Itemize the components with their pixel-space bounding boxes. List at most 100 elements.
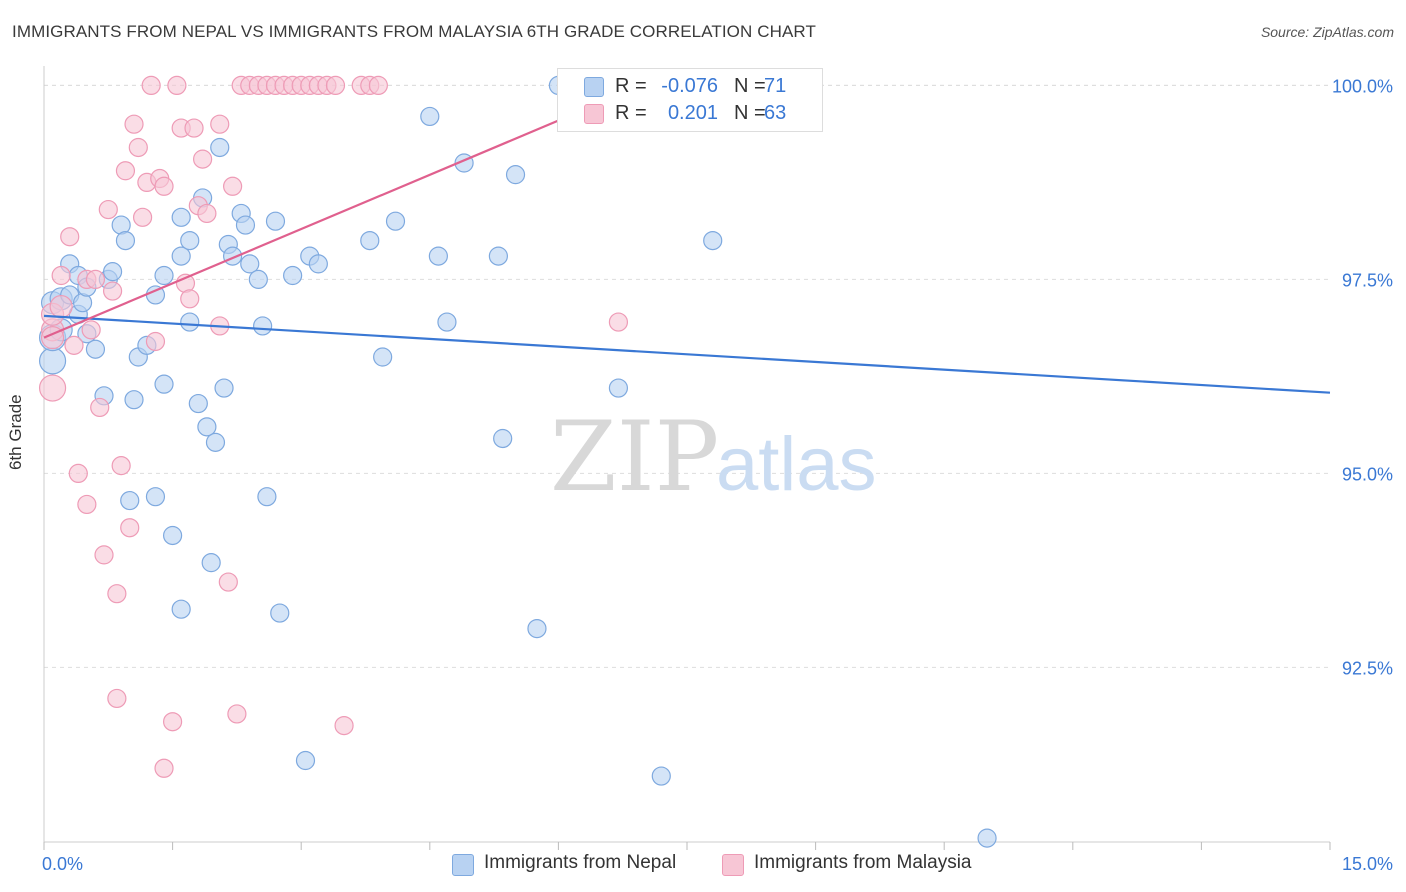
malaysia-point <box>132 207 153 227</box>
nepal-point <box>283 265 303 286</box>
malaysia-point <box>180 289 200 309</box>
malaysia-swatch-icon <box>584 104 604 124</box>
malaysia-point <box>154 176 174 196</box>
malaysia-point <box>154 758 174 778</box>
y-tick-label: 100.0% <box>1332 76 1393 96</box>
malaysia-point <box>115 161 136 181</box>
nepal-point <box>154 265 174 286</box>
malaysia-r-label: R = <box>615 102 647 124</box>
x-tick-label-min: 0.0% <box>42 854 83 874</box>
malaysia-point <box>184 118 204 138</box>
x-tick-labels: 0.0% 15.0% <box>42 854 1393 874</box>
nepal-point <box>527 618 547 639</box>
nepal-point <box>703 231 723 251</box>
watermark-zip: ZIP <box>550 401 719 513</box>
nepal-point <box>385 211 406 231</box>
malaysia-r-value: 0.201 <box>667 102 718 124</box>
nepal-point <box>171 599 191 619</box>
malaysia-point <box>60 227 80 247</box>
nepal-swatch-icon <box>584 77 604 97</box>
malaysia-point <box>68 463 88 483</box>
malaysia-point <box>107 584 127 604</box>
malaysia-point <box>124 114 144 134</box>
nepal-point <box>608 378 629 398</box>
malaysia-point <box>334 715 354 736</box>
nepal-point <box>235 215 256 235</box>
nepal-n-value: 71 <box>764 75 787 97</box>
malaysia-point <box>51 265 71 286</box>
malaysia-point <box>102 281 123 301</box>
malaysia-n-label: N = <box>734 102 766 124</box>
axes <box>43 66 1331 850</box>
nepal-point <box>270 603 290 623</box>
nepal-point <box>38 347 67 375</box>
legend-malaysia-label: Immigrants from Malaysia <box>754 852 972 873</box>
malaysia-point <box>94 545 114 565</box>
legend-malaysia-swatch-icon <box>722 854 744 876</box>
nepal-point <box>154 374 174 394</box>
malaysia-n-value: 63 <box>764 102 787 124</box>
malaysia-point <box>81 320 101 340</box>
malaysia-point <box>111 456 131 476</box>
stats-row-nepal: R = -0.076 N = 71 <box>558 73 822 101</box>
nepal-point <box>505 165 526 185</box>
nepal-point <box>373 347 393 367</box>
malaysia-point <box>325 75 346 96</box>
nepal-point <box>124 390 144 410</box>
malaysia-point <box>107 688 127 709</box>
y-axis-label: 6th Grade <box>6 394 25 470</box>
malaysia-point <box>368 75 388 96</box>
nepal-point <box>102 262 123 282</box>
nepal-point <box>171 207 191 227</box>
malaysia-point <box>608 312 629 332</box>
malaysia-point <box>77 494 97 515</box>
nepal-point <box>420 106 440 127</box>
malaysia-point <box>128 137 148 158</box>
watermark-atlas: atlas <box>716 422 877 507</box>
nepal-point <box>85 339 106 359</box>
nepal-point <box>201 553 221 573</box>
x-tick-label-max: 15.0% <box>1342 854 1393 874</box>
malaysia-point <box>64 335 84 355</box>
nepal-point <box>210 137 230 158</box>
nepal-point <box>214 378 234 398</box>
nepal-point <box>120 490 140 511</box>
nepal-point <box>493 428 513 449</box>
nepal-point <box>248 269 268 289</box>
y-tick-label: 97.5% <box>1342 270 1393 290</box>
nepal-point <box>180 312 200 332</box>
nepal-point <box>205 432 226 452</box>
malaysia-point <box>210 114 230 134</box>
nepal-point <box>257 487 277 507</box>
y-tick-label: 95.0% <box>1342 464 1393 484</box>
malaysia-point <box>85 269 106 289</box>
watermark: ZIP atlas <box>550 401 877 513</box>
nepal-point <box>197 417 217 437</box>
malaysia-point <box>227 704 247 724</box>
malaysia-point <box>145 331 166 352</box>
malaysia-point <box>49 294 73 319</box>
nepal-point <box>308 254 328 274</box>
legend-nepal-swatch-icon <box>452 854 474 876</box>
nepal-point <box>240 254 260 274</box>
nepal-trend-line <box>43 314 1331 394</box>
nepal-point <box>651 766 671 786</box>
legend-nepal-label: Immigrants from Nepal <box>484 852 677 873</box>
nepal-r-value: -0.076 <box>661 75 718 97</box>
malaysia-point <box>163 712 183 732</box>
nepal-point <box>295 750 316 771</box>
nepal-n-label: N = <box>734 75 766 97</box>
nepal-point <box>437 312 457 332</box>
stats-row-malaysia: R = 0.201 N = 63 <box>558 100 822 128</box>
malaysia-point <box>141 75 161 96</box>
malaysia-point <box>120 518 140 538</box>
nepal-point <box>180 231 200 251</box>
nepal-point <box>188 393 208 414</box>
nepal-point <box>163 525 183 546</box>
chart-title: IMMIGRANTS FROM NEPAL VS IMMIGRANTS FROM… <box>12 22 816 41</box>
y-tick-label: 92.5% <box>1342 658 1393 678</box>
nepal-point <box>265 211 286 231</box>
malaysia-point <box>193 149 213 169</box>
nepal-point <box>360 231 380 251</box>
